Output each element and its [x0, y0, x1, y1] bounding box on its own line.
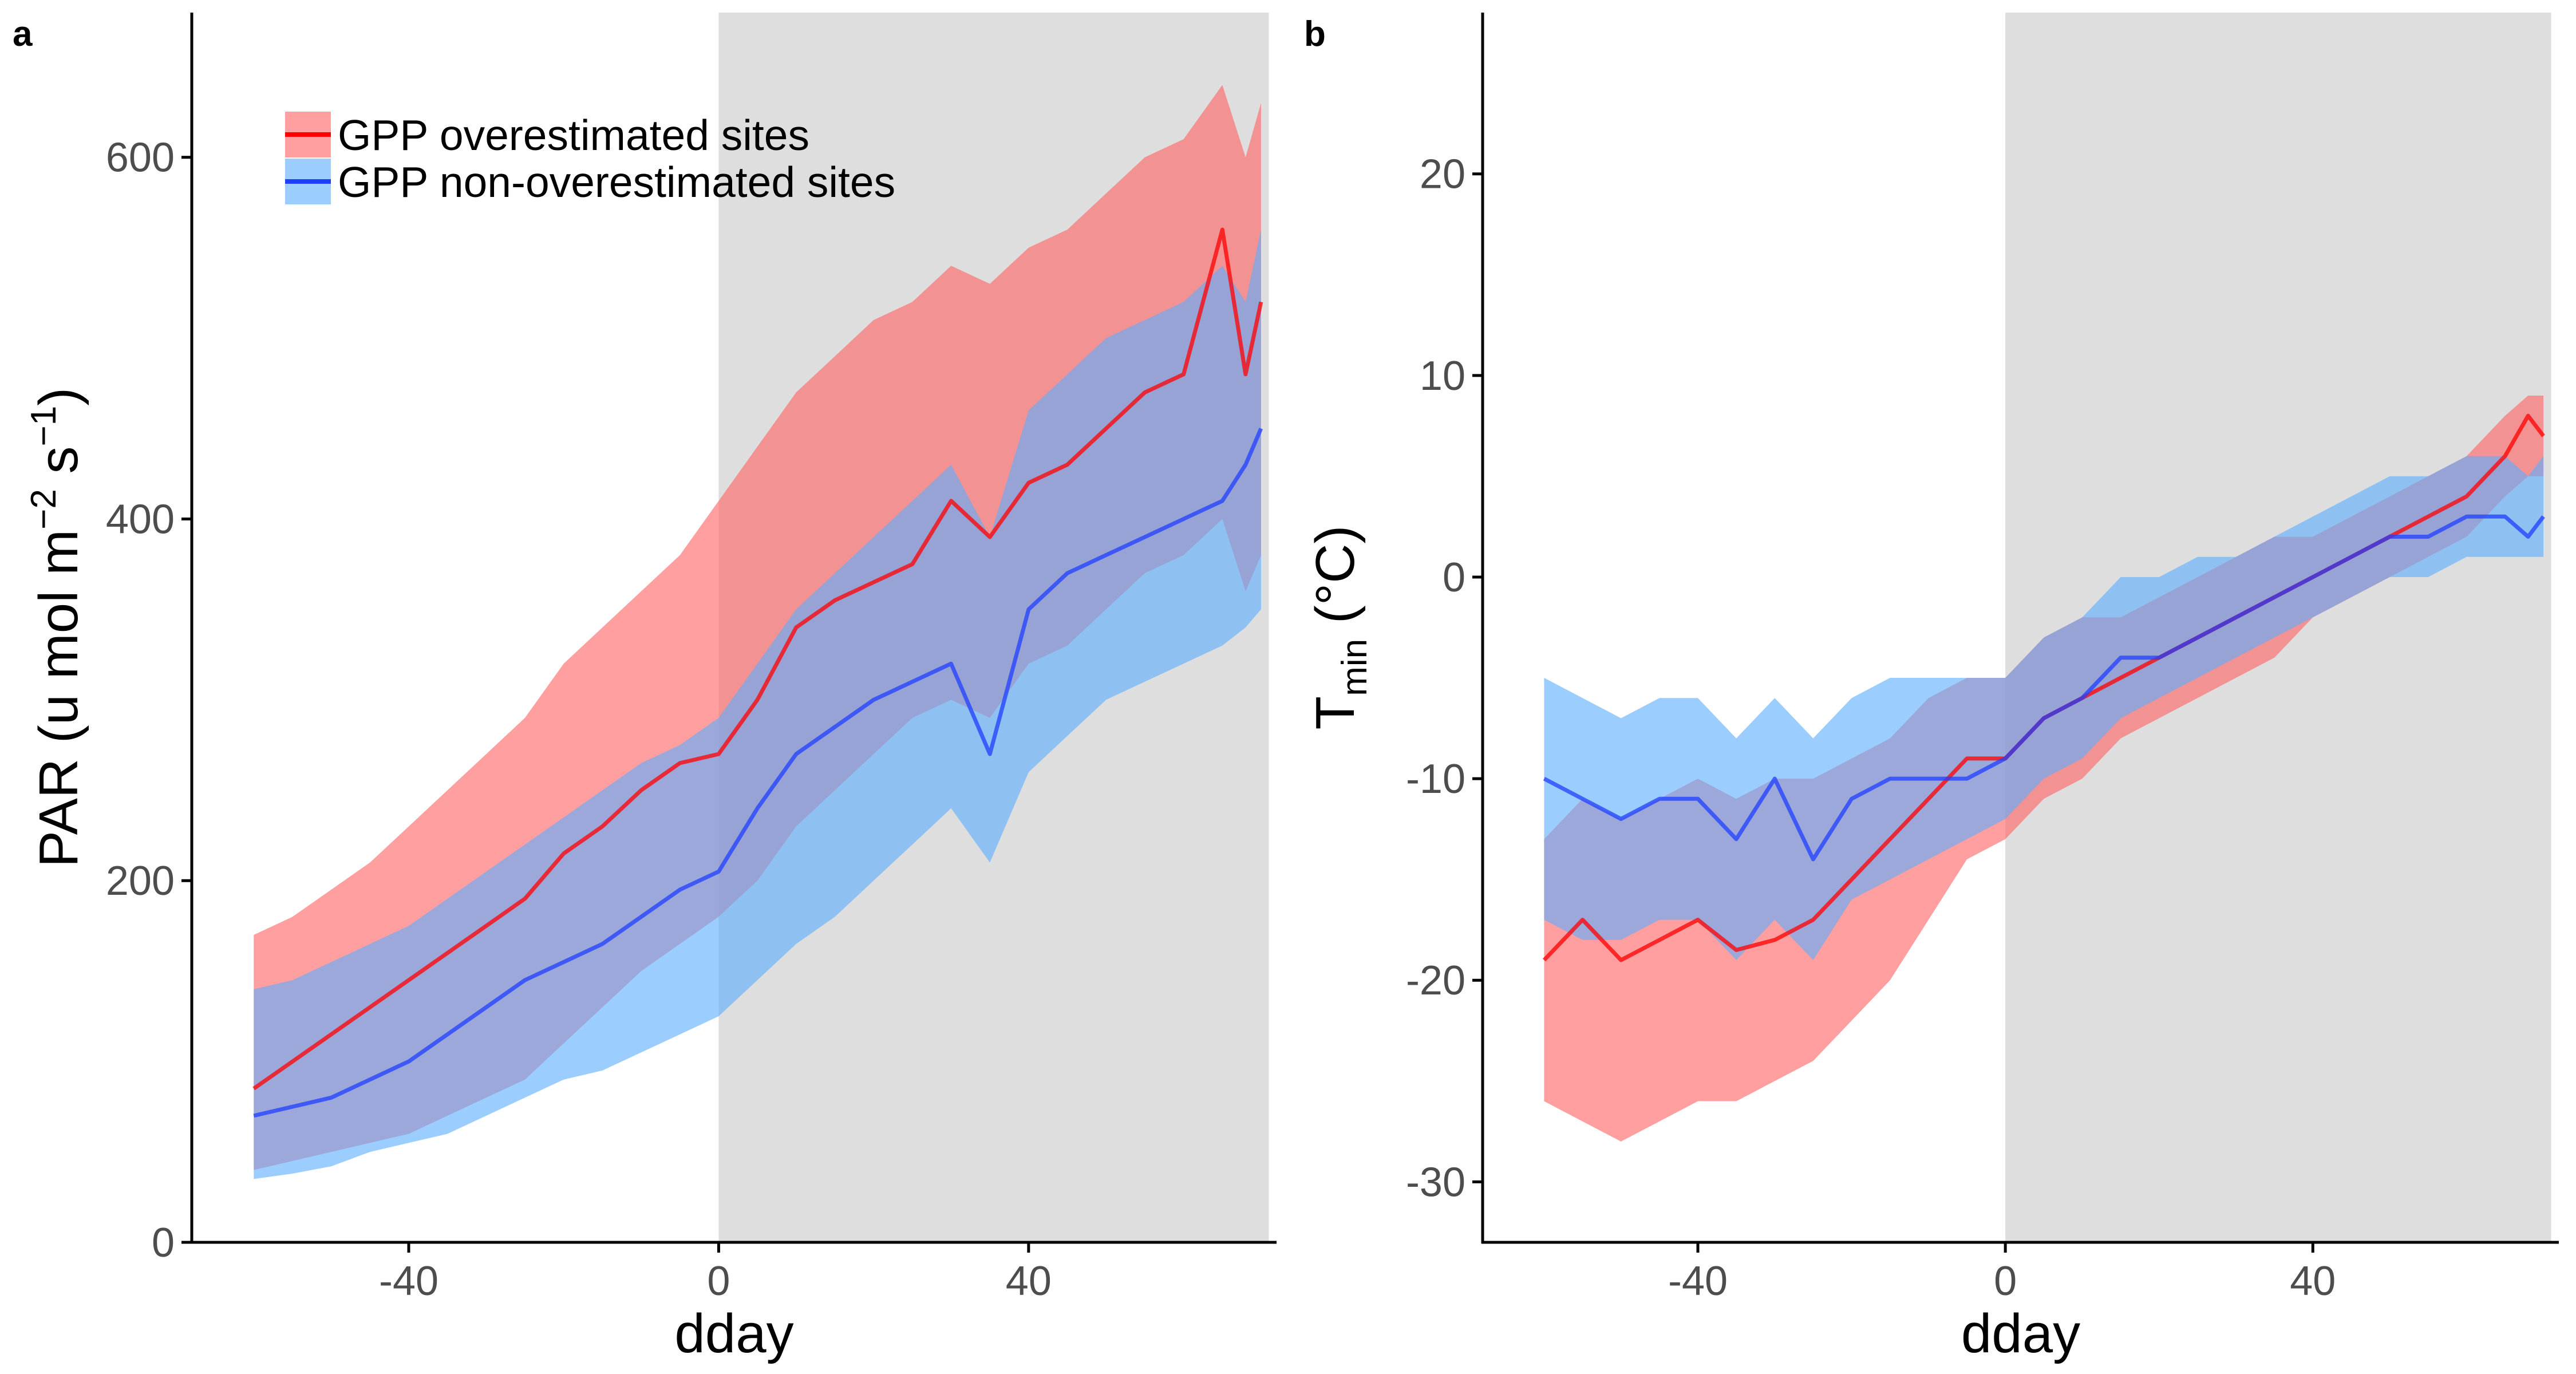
y-axis-title-part: min — [1335, 639, 1374, 696]
y-tick-label: 600 — [106, 135, 175, 181]
band-non — [254, 230, 1261, 1179]
y-axis-title: PAR (u mol m−2 s−1) — [24, 388, 89, 867]
x-tick-label: -40 — [1668, 1258, 1728, 1304]
y-axis-title-part: ) — [28, 388, 89, 406]
x-tick-label: 40 — [2290, 1258, 2336, 1304]
x-tick-label: -40 — [379, 1258, 438, 1304]
y-tick-label: 200 — [106, 858, 175, 904]
y-tick-label: 400 — [106, 496, 175, 542]
y-axis-title-part: s — [28, 447, 89, 489]
x-tick-label: 0 — [707, 1258, 730, 1304]
y-axis-title-part: (°C) — [1305, 526, 1366, 639]
y-axis-title: Tmin (°C) — [1305, 526, 1374, 730]
y-axis-title-part: −1 — [24, 406, 64, 447]
line-non — [1543, 514, 2545, 862]
x-axis-title: dday — [674, 1303, 793, 1364]
line-over — [252, 227, 1263, 1091]
y-tick-label: -20 — [1406, 958, 1465, 1004]
x-tick-label: 0 — [1994, 1258, 2017, 1304]
legend-label-non: GPP non-overestimated sites — [338, 158, 895, 206]
y-axis-title-part: −2 — [24, 489, 64, 530]
y-tick-label: 0 — [1443, 555, 1465, 601]
y-axis-title-part: PAR (u mol m — [28, 530, 89, 867]
band-non — [1544, 456, 2544, 960]
line-non — [253, 428, 1263, 1118]
x-axis-title: dday — [1961, 1303, 2080, 1364]
panel-letter: a — [13, 14, 33, 54]
x-tick-label: 40 — [1006, 1258, 1052, 1304]
y-tick-label: -10 — [1406, 756, 1465, 802]
y-tick-label: 0 — [152, 1220, 175, 1266]
y-axis-title-part: T — [1305, 696, 1366, 730]
y-tick-label: 20 — [1420, 152, 1465, 198]
panel-b: -40 0 40 -30 -20 -10 0 10 20 dday Tmin (°C) b — [1304, 13, 2559, 1364]
panel-letter: b — [1304, 14, 1326, 54]
y-tick-label: 10 — [1420, 353, 1465, 399]
legend-label-over: GPP overestimated sites — [338, 111, 809, 159]
y-tick-label: -30 — [1406, 1159, 1465, 1205]
